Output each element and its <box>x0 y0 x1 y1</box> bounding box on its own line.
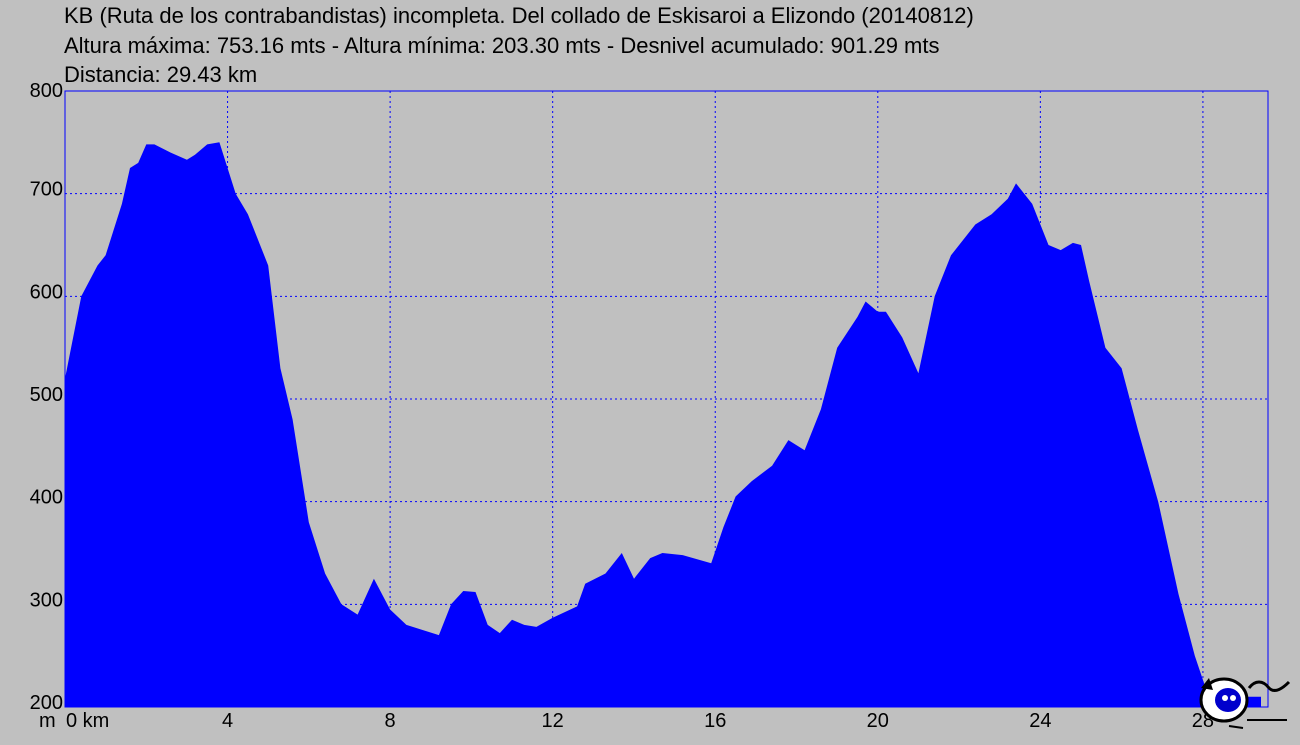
pig-logo-icon <box>1199 677 1291 729</box>
x-tick-label: 20 <box>867 710 889 732</box>
plot-frame <box>64 90 1269 708</box>
y-tick-label: 400 <box>30 487 63 509</box>
elevation-stats: Altura máxima: 753.16 mts - Altura mínim… <box>64 33 940 58</box>
total-distance: Distancia: 29.43 km <box>64 62 258 87</box>
elevation-area <box>65 142 1261 708</box>
x-tick-label: 16 <box>704 710 726 732</box>
logo <box>1199 676 1293 732</box>
x-tick-label: 0 km <box>66 710 109 732</box>
x-tick-label: 4 <box>222 710 233 732</box>
y-axis-unit-label: m <box>39 710 56 732</box>
x-tick-label: 12 <box>542 710 564 732</box>
x-tick-label: 24 <box>1029 710 1051 732</box>
y-tick-label: 300 <box>30 589 63 611</box>
y-tick-label: 200 <box>30 692 63 714</box>
y-tick-label: 600 <box>30 281 63 303</box>
y-tick-label: 500 <box>30 384 63 406</box>
x-tick-label: 8 <box>385 710 396 732</box>
chart-title: KB (Ruta de los contrabandistas) incompl… <box>64 3 974 28</box>
y-tick-label: 700 <box>30 179 63 201</box>
y-tick-label: 800 <box>30 80 63 102</box>
